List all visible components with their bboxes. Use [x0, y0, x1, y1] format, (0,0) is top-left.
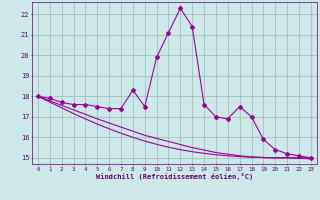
- X-axis label: Windchill (Refroidissement éolien,°C): Windchill (Refroidissement éolien,°C): [96, 173, 253, 180]
